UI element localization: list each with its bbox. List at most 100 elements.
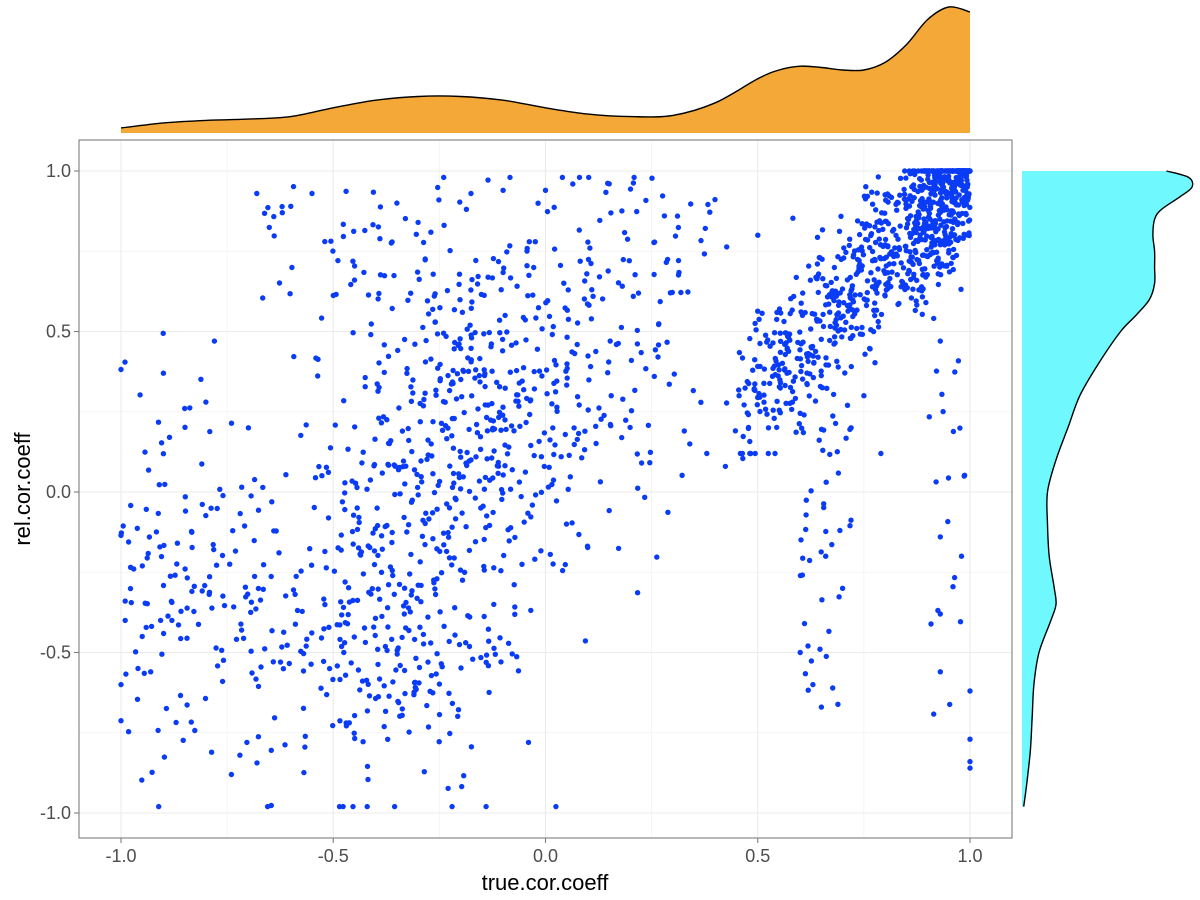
data-point: [458, 345, 464, 352]
data-point: [354, 484, 360, 491]
data-point: [911, 186, 917, 193]
data-point: [311, 504, 317, 511]
data-point: [213, 562, 220, 568]
data-point: [757, 340, 763, 347]
data-point: [634, 341, 641, 347]
data-point: [536, 368, 543, 374]
data-point: [628, 357, 635, 364]
data-point: [815, 354, 821, 360]
data-point: [949, 198, 955, 205]
data-point: [408, 592, 414, 598]
data-point: [401, 611, 407, 617]
data-point: [385, 353, 392, 359]
data-point: [417, 559, 423, 565]
data-point: [849, 286, 855, 292]
data-point: [915, 257, 922, 264]
data-point: [675, 257, 682, 264]
data-point: [457, 448, 463, 455]
data-point: [361, 625, 368, 631]
data-point: [433, 671, 439, 677]
data-point: [463, 524, 469, 530]
data-point: [203, 512, 209, 519]
data-point: [589, 287, 595, 293]
data-point: [880, 226, 886, 232]
data-point: [936, 207, 942, 214]
data-point: [220, 657, 227, 663]
data-point: [385, 582, 392, 588]
data-point: [661, 213, 668, 219]
data-point: [417, 400, 423, 407]
data-point: [956, 192, 962, 198]
data-point: [342, 480, 348, 486]
data-point: [338, 532, 344, 538]
data-point: [924, 168, 930, 174]
data-point: [528, 607, 534, 614]
data-point: [122, 617, 128, 624]
data-point: [500, 187, 506, 193]
data-point: [211, 338, 218, 344]
data-point: [564, 382, 570, 388]
data-point: [608, 210, 614, 216]
data-point: [850, 299, 857, 305]
data-point: [551, 246, 558, 252]
data-point: [818, 368, 824, 374]
data-point: [387, 564, 394, 570]
data-point: [747, 438, 753, 445]
data-point: [946, 168, 952, 174]
data-point: [481, 367, 487, 373]
data-point: [618, 324, 625, 331]
data-point: [940, 408, 946, 415]
data-point: [512, 611, 518, 617]
data-point: [160, 582, 167, 589]
data-point: [538, 548, 544, 554]
data-point: [645, 422, 652, 428]
data-point: [384, 417, 390, 423]
data-point: [894, 253, 900, 259]
data-point: [563, 521, 570, 527]
data-point: [158, 440, 165, 446]
data-point: [835, 364, 841, 370]
data-point: [529, 502, 536, 508]
data-point: [428, 640, 434, 646]
data-point: [210, 541, 216, 548]
data-point: [441, 623, 447, 629]
data-point: [919, 288, 925, 294]
data-point: [523, 337, 529, 343]
data-point: [513, 398, 519, 404]
data-point: [949, 226, 956, 232]
data-point: [449, 803, 455, 810]
data-point: [118, 681, 124, 688]
data-point: [507, 369, 513, 375]
data-point: [323, 565, 329, 571]
data-point: [926, 414, 932, 420]
data-point: [564, 361, 570, 367]
data-point: [597, 479, 604, 485]
data-point: [582, 638, 589, 644]
data-point: [466, 643, 473, 650]
data-point: [174, 540, 181, 546]
data-point: [910, 168, 916, 174]
data-point: [893, 232, 899, 239]
data-point: [481, 486, 488, 492]
top-marginal-density: [120, 6, 971, 134]
data-point: [404, 365, 410, 372]
data-point: [552, 442, 558, 448]
data-point: [445, 425, 451, 431]
data-point: [843, 249, 849, 256]
data-point: [159, 651, 165, 657]
data-point: [260, 586, 266, 592]
data-point: [532, 556, 538, 562]
data-point: [375, 224, 382, 230]
data-point: [155, 727, 161, 734]
data-point: [820, 311, 826, 318]
data-point: [839, 334, 845, 340]
data-point: [783, 400, 789, 406]
data-point: [908, 276, 914, 283]
data-point: [835, 470, 842, 476]
data-point: [500, 269, 506, 276]
data-point: [576, 174, 583, 181]
data-point: [812, 398, 819, 404]
data-point: [585, 256, 592, 263]
data-point: [832, 420, 839, 427]
data-point: [525, 510, 531, 516]
